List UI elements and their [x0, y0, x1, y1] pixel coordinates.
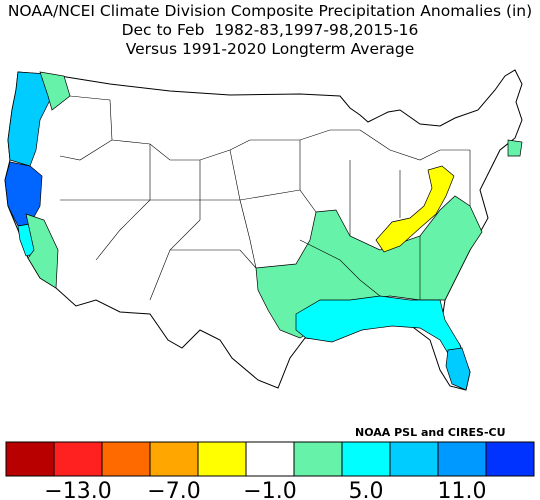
region-south-florida — [445, 347, 471, 391]
legend-swatch-1 — [53, 441, 103, 477]
legend-ticks: −13.0 −7.0 −1.0 5.0 11.0 — [44, 479, 486, 500]
legend-tick-label-2: −1.0 — [243, 479, 296, 500]
region-wa-green — [39, 71, 71, 111]
region-ohio-valley-dry — [375, 165, 455, 253]
legend-tick-label-0: −13.0 — [44, 479, 111, 500]
legend-swatch-0 — [5, 441, 55, 477]
us-precipitation-map — [4, 69, 523, 391]
legend-tick-label-3: 5.0 — [349, 479, 384, 500]
legend-swatch-2 — [101, 441, 151, 477]
legend-swatch-6 — [293, 441, 343, 477]
region-south-central — [255, 195, 483, 339]
color-legend: −13.0 −7.0 −1.0 5.0 11.0 — [5, 441, 535, 500]
title-line-3: Versus 1991-2020 Longterm Average — [125, 40, 415, 58]
map-title: NOAA/NCEI Climate Division Composite Pre… — [0, 2, 540, 59]
legend-swatch-3 — [149, 441, 199, 477]
legend-swatch-5 — [245, 441, 295, 477]
title-line-2: Dec to Feb 1982-83,1997-98,2015-16 — [121, 21, 419, 39]
region-new-england — [507, 139, 523, 157]
title-line-1: NOAA/NCEI Climate Division Composite Pre… — [7, 2, 533, 20]
legend-tick-label-1: −7.0 — [147, 479, 200, 500]
legend-swatch-8 — [389, 441, 439, 477]
legend-swatch-9 — [437, 441, 487, 477]
credit-text: NOAA PSL and CIRES-CU — [355, 426, 506, 439]
legend-tick-label-4: 11.0 — [438, 479, 487, 500]
legend-swatches — [5, 441, 535, 477]
legend-swatch-7 — [341, 441, 391, 477]
legend-swatch-4 — [197, 441, 247, 477]
region-southern-california — [25, 213, 59, 289]
division-boundaries — [59, 95, 471, 301]
legend-swatch-10 — [485, 441, 535, 477]
